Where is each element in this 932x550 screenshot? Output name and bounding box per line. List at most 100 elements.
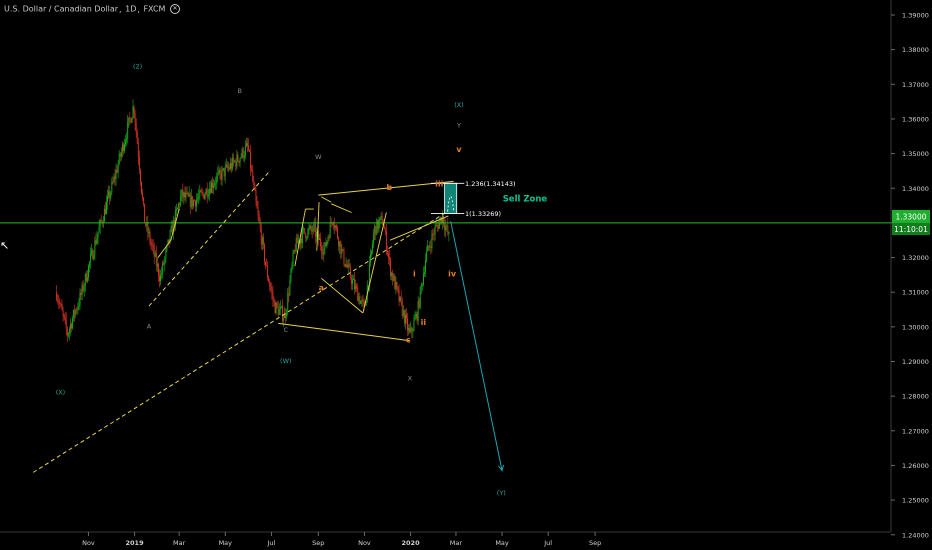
candle-up [185, 192, 187, 198]
candle-up [241, 148, 243, 157]
wave-structure-line [362, 212, 387, 314]
candle-down [389, 256, 390, 260]
candle-down [443, 215, 445, 225]
candle-up [170, 225, 172, 231]
candle-down [276, 302, 278, 307]
candle-down [348, 264, 350, 267]
candle-down [388, 253, 389, 257]
candle-down [85, 273, 87, 282]
candle-up [154, 252, 156, 257]
candle-up [438, 221, 440, 229]
symbol-title[interactable]: U.S. Dollar / Canadian Dollar, 1D, FXCM … [4, 4, 180, 14]
candle-down [82, 284, 84, 291]
candle-down [392, 272, 394, 281]
candle-up [125, 139, 127, 145]
candle-up [278, 308, 280, 315]
candle-up [395, 282, 397, 290]
candle-up [236, 154, 238, 167]
candle-up [72, 318, 74, 329]
candle-down [318, 231, 319, 240]
candle-up [280, 306, 282, 308]
time-tick-label: 2020 [402, 539, 421, 547]
sell-zone-arc [447, 195, 455, 212]
candle-down [71, 324, 72, 329]
candle-up [303, 228, 305, 229]
candle-up [132, 106, 134, 118]
candle-up [117, 164, 119, 173]
dashed-trendline [32, 208, 452, 473]
close-icon[interactable]: ✕ [170, 4, 180, 14]
candle-up [323, 248, 325, 255]
candle-up [309, 225, 311, 229]
candle-up [169, 230, 171, 243]
candle-up [327, 237, 329, 241]
time-tick-label: May [219, 539, 233, 547]
time-axis[interactable]: Nov 2019 Mar May Jul Sep Nov 2020 Mar May Jul Sep [0, 531, 891, 547]
candle-down [363, 301, 365, 304]
candle-down [332, 222, 334, 226]
candle-down [432, 233, 434, 235]
candle-down [171, 225, 173, 234]
candle-up [98, 227, 100, 233]
candle-up [181, 189, 183, 196]
candle-up [107, 195, 109, 203]
candle-up [413, 320, 415, 331]
candle-up [165, 249, 167, 258]
projection-arrow-line [450, 221, 503, 471]
time-tick-label: Nov [82, 539, 95, 547]
price-tick-label: 1.26000 [902, 462, 929, 470]
candle-down [337, 228, 339, 239]
candle-up [293, 250, 295, 253]
price-axis[interactable]: 1.39000 1.38000 1.37000 1.36000 1.35000 1.340… [890, 0, 929, 539]
candle-down [251, 169, 253, 171]
candle-down [403, 310, 405, 324]
candle-down [398, 290, 400, 302]
time-tick-label: Sep [312, 539, 324, 547]
candle-down [58, 300, 60, 304]
candle-down [144, 203, 146, 224]
candle-down [189, 193, 191, 208]
candle-down [266, 264, 268, 266]
candle-down [109, 191, 111, 199]
candle-up [146, 222, 148, 226]
candle-down [354, 279, 355, 290]
candle-up [431, 233, 433, 249]
bar-countdown-label: 11:10:01 [894, 225, 928, 234]
candle-down [305, 233, 307, 239]
price-tick-label: 1.39000 [902, 12, 929, 20]
candle-up [424, 272, 425, 274]
candle-down [76, 309, 78, 311]
candle-down [95, 240, 97, 244]
candle-down [273, 299, 275, 302]
trendlines-layer [0, 170, 891, 473]
candle-down [203, 194, 205, 199]
candle-down [441, 217, 442, 224]
candle-down [237, 154, 239, 162]
wave-structure-line [389, 215, 449, 241]
candle-up [399, 296, 401, 302]
candle-down [274, 301, 276, 314]
candle-up [414, 317, 416, 321]
candle-down [437, 225, 439, 229]
candle-down [184, 192, 186, 198]
candle-down [254, 185, 256, 191]
candle-up [118, 153, 120, 165]
candle-up [127, 122, 129, 139]
candle-up [367, 285, 369, 287]
candle-down [447, 225, 449, 234]
candle-up [408, 328, 410, 331]
candle-down [401, 301, 403, 316]
candle-down [256, 201, 258, 209]
candle-up [131, 117, 133, 123]
candle-down [252, 170, 254, 182]
candle-down [436, 224, 438, 226]
wave-label: a [319, 283, 324, 292]
candle-up [148, 231, 150, 234]
candle-up [230, 163, 231, 169]
candle-up [221, 169, 223, 180]
candle-down [296, 237, 298, 244]
candle-up [197, 198, 199, 200]
candle-up [448, 232, 450, 234]
candle-down [257, 208, 259, 215]
